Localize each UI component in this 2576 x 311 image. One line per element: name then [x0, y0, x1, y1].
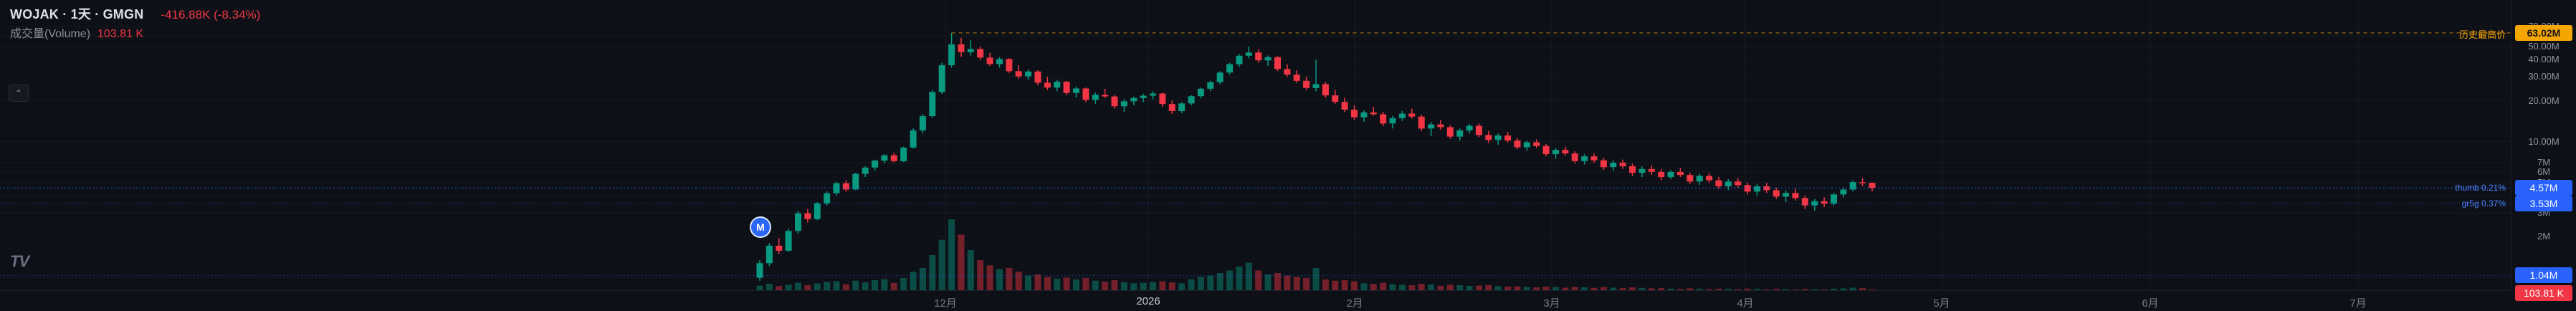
price-axis-label: 7M	[2537, 157, 2551, 168]
price-axis-label: 2M	[2537, 231, 2551, 242]
time-axis-label: 2月	[1346, 297, 1363, 310]
chart-legend: WOJAK · 1天 · GMGN -416.88K (-8.34%) 成交量(…	[10, 6, 260, 41]
price-line-badge: 4.57M	[2515, 180, 2572, 196]
tradingview-logo-icon[interactable]: TV	[10, 252, 29, 270]
time-axis-label: 5月	[1933, 297, 1950, 310]
price-axis-label: 30.00M	[2528, 71, 2560, 82]
price-line-badge: 1.04M	[2515, 267, 2572, 284]
migration-marker[interactable]: M	[750, 216, 771, 239]
pane-collapse-button[interactable]: ⌃	[9, 85, 29, 102]
time-axis-label: 7月	[2350, 297, 2367, 310]
ath-label: 历史最高价	[2458, 29, 2506, 40]
price-axis-label: 20.00M	[2528, 95, 2560, 106]
candles-layer	[756, 32, 1876, 281]
price-chart-canvas[interactable]	[0, 0, 2511, 291]
volume-legend-value: 103.81 K	[97, 28, 144, 40]
time-axis-label: 3月	[1543, 297, 1560, 310]
price-axis[interactable]: 70.00M60.00M50.00M40.00M30.00M20.00M10.0…	[2511, 0, 2576, 291]
price-axis-label: 6M	[2537, 166, 2551, 177]
price-axis-label: 50.00M	[2528, 41, 2560, 52]
legend-volume-line: 成交量(Volume) 103.81 K	[10, 27, 260, 41]
wallet-tag-label: gr5g 0.37%	[2461, 198, 2506, 209]
grid-layer	[0, 0, 2511, 291]
ath-price-badge: 63.02M	[2515, 24, 2572, 41]
time-axis-label: 6月	[2142, 297, 2159, 310]
time-axis-label: 12月	[934, 297, 957, 310]
chevron-up-icon: ⌃	[14, 88, 23, 98]
time-axis[interactable]: 12月 2026 2月 3月 4月 5月 6月 7月	[0, 290, 2576, 311]
price-axis-label: 40.00M	[2528, 54, 2560, 65]
price-lines-layer	[0, 32, 2511, 276]
volume-layer	[756, 219, 1876, 291]
wallet-tag-label: thumb 0.21%	[2455, 183, 2506, 193]
volume-value-badge: 103.81 K	[2515, 285, 2572, 301]
price-line-badge: 3.53M	[2515, 195, 2572, 211]
time-axis-label: 4月	[1737, 297, 1754, 310]
legend-symbol-line: WOJAK · 1天 · GMGN -416.88K (-8.34%)	[10, 6, 260, 23]
volume-legend-label: 成交量(Volume)	[10, 28, 91, 40]
time-axis-label: 2026	[1136, 295, 1160, 307]
symbol-title[interactable]: WOJAK · 1天 · GMGN	[10, 7, 144, 21]
price-axis-label: 10.00M	[2528, 135, 2560, 147]
change-value: -416.88K (-8.34%)	[161, 8, 261, 21]
